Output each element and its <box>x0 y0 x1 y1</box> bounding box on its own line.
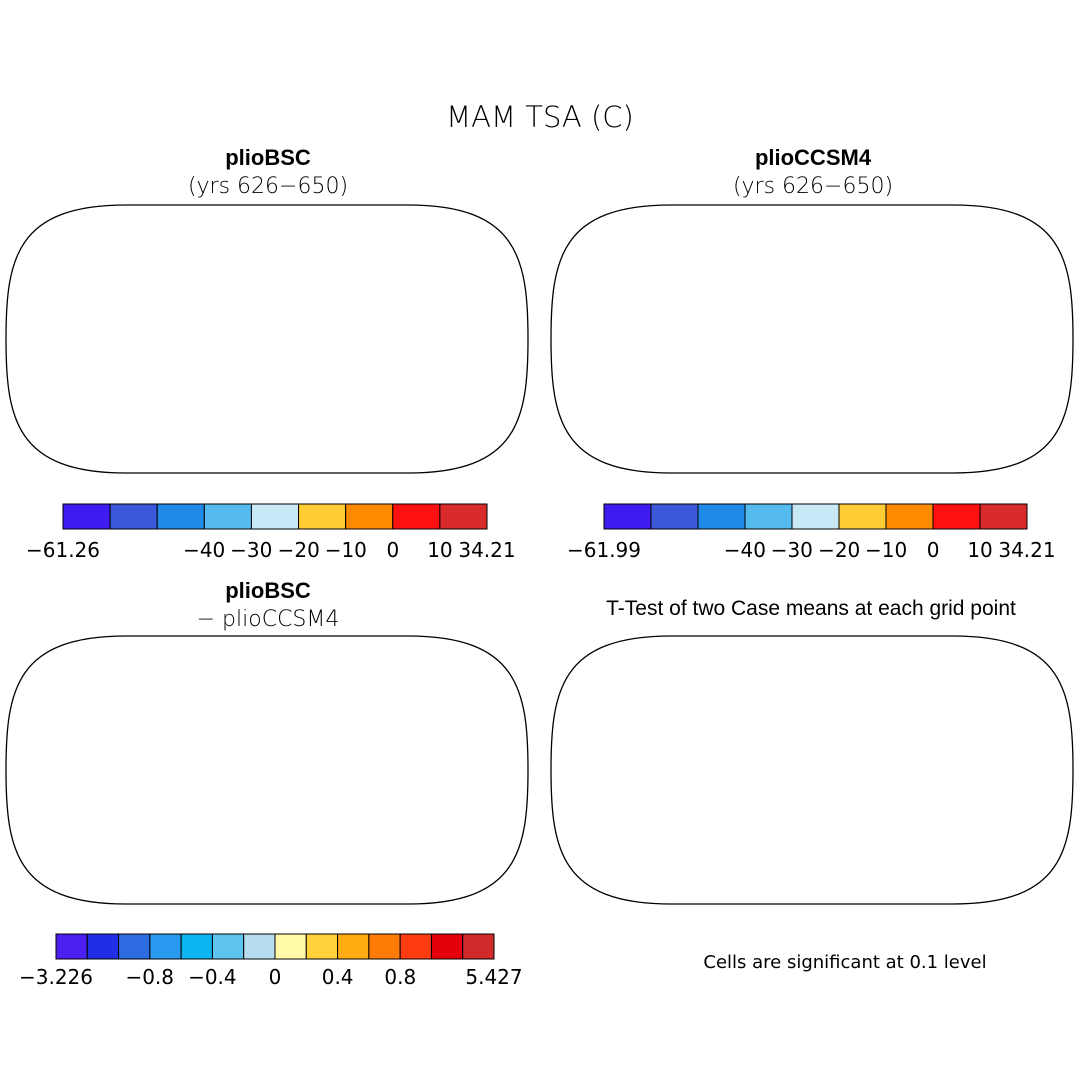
colorbar-tick-label: 34.21 <box>458 538 515 562</box>
field-cells <box>727 636 976 910</box>
map-frame <box>5 204 529 474</box>
colorbar-swatch <box>399 933 432 960</box>
colorbar-tick-label: −3.226 <box>19 965 93 989</box>
colorbar-swatch <box>603 503 652 530</box>
colorbar-swatch <box>243 933 276 960</box>
colorbar-swatch <box>439 503 488 530</box>
field-cells <box>551 205 1080 479</box>
colorbar-swatch <box>109 503 158 530</box>
colorbar-swatch <box>211 933 245 960</box>
colorbar-tick-label: −30 <box>230 538 272 562</box>
colorbar-tick-label: 0 <box>269 965 282 989</box>
colorbar-swatch <box>697 503 746 530</box>
map-pliocsm4 <box>550 204 1080 479</box>
colorbar-tick-label: −40 <box>724 538 766 562</box>
panel-4-title: T-Test of two Case means at each grid po… <box>606 597 1016 620</box>
colorbar-swatch <box>838 503 887 530</box>
colorbar-tick-label: −20 <box>818 538 860 562</box>
colorbar-swatch <box>368 933 401 960</box>
colorbar-tick-label: −40 <box>183 538 225 562</box>
colorbar-swatch <box>118 933 151 960</box>
map-frame <box>5 635 529 905</box>
coastlines <box>593 213 1065 469</box>
colorbar-swatch <box>62 503 111 530</box>
panel-1-title: plioBSC <box>225 145 311 170</box>
colorbar-swatch <box>305 933 339 960</box>
colorbar-swatch <box>345 503 394 530</box>
colorbar-pliocsm4: −61.99 −40 −30 −20 −10 0 10 34.21 <box>567 503 1056 562</box>
map-pliobsc <box>5 204 535 479</box>
colorbar-difference: −3.226 −0.8 −0.4 0 0.4 0.8 5.427 <box>19 933 523 989</box>
panel-3-title: plioBSC <box>225 578 311 603</box>
panel-1-subtitle: (yrs 626−650) <box>188 174 348 199</box>
colorbar-tick-label: 10 <box>967 538 992 562</box>
colorbar-tick-label: −10 <box>325 538 367 562</box>
colorbar-tick-label: 0.8 <box>384 965 416 989</box>
colorbar-swatch <box>885 503 934 530</box>
map-frame <box>550 635 1074 905</box>
colorbar-swatch <box>979 503 1028 530</box>
colorbar-swatch <box>932 503 981 530</box>
colorbar-swatch <box>791 503 840 530</box>
colorbar-swatch <box>744 503 793 530</box>
colorbar-swatch <box>203 503 252 530</box>
colorbar-swatch <box>274 933 307 960</box>
colorbar-tick-label: −61.26 <box>26 538 100 562</box>
panel-2-title: plioCCSM4 <box>755 145 872 170</box>
colorbar-tick-label: −61.99 <box>567 538 641 562</box>
map-difference <box>5 635 535 910</box>
colorbar-swatch <box>86 933 120 960</box>
colorbar-tick-label: 34.21 <box>998 538 1055 562</box>
significance-note: Cells are significant at 0.1 level <box>703 952 986 973</box>
colorbar-swatch <box>298 503 347 530</box>
colorbar-tick-label: 0 <box>387 538 400 562</box>
map-ttest-significance <box>550 635 1074 910</box>
colorbar-swatch <box>462 933 495 960</box>
colorbar-tick-label: 10 <box>427 538 452 562</box>
colorbar-tick-label: 0.4 <box>322 965 354 989</box>
coastlines <box>48 213 520 469</box>
panel-2-subtitle: (yrs 626−650) <box>733 174 893 199</box>
colorbar-tick-label: −0.8 <box>125 965 174 989</box>
colorbar-pliobsc: −61.26 −40 −30 −20 −10 0 10 34.21 <box>26 503 516 562</box>
coastlines <box>593 644 1065 900</box>
colorbar-swatch <box>55 933 88 960</box>
figure-title: MAM TSA (C) <box>446 100 634 134</box>
coastlines <box>48 644 520 900</box>
colorbar-tick-label: −20 <box>278 538 320 562</box>
map-frame <box>550 204 1074 474</box>
colorbar-tick-label: 5.427 <box>465 965 522 989</box>
panel-3-subtitle: − plioCCSM4 <box>197 607 340 632</box>
colorbar-tick-label: −10 <box>865 538 907 562</box>
colorbar-swatch <box>337 933 370 960</box>
colorbar-swatch <box>180 933 213 960</box>
colorbar-swatch <box>149 933 182 960</box>
colorbar-swatch <box>650 503 699 530</box>
colorbar-tick-label: −0.4 <box>188 965 237 989</box>
colorbar-swatch <box>430 933 464 960</box>
field-cells <box>6 636 535 910</box>
field-cells <box>6 205 535 479</box>
colorbar-swatch <box>392 503 441 530</box>
colorbar-tick-label: 0 <box>927 538 940 562</box>
colorbar-swatch <box>250 503 300 530</box>
colorbar-tick-label: −30 <box>771 538 813 562</box>
colorbar-swatch <box>156 503 205 530</box>
